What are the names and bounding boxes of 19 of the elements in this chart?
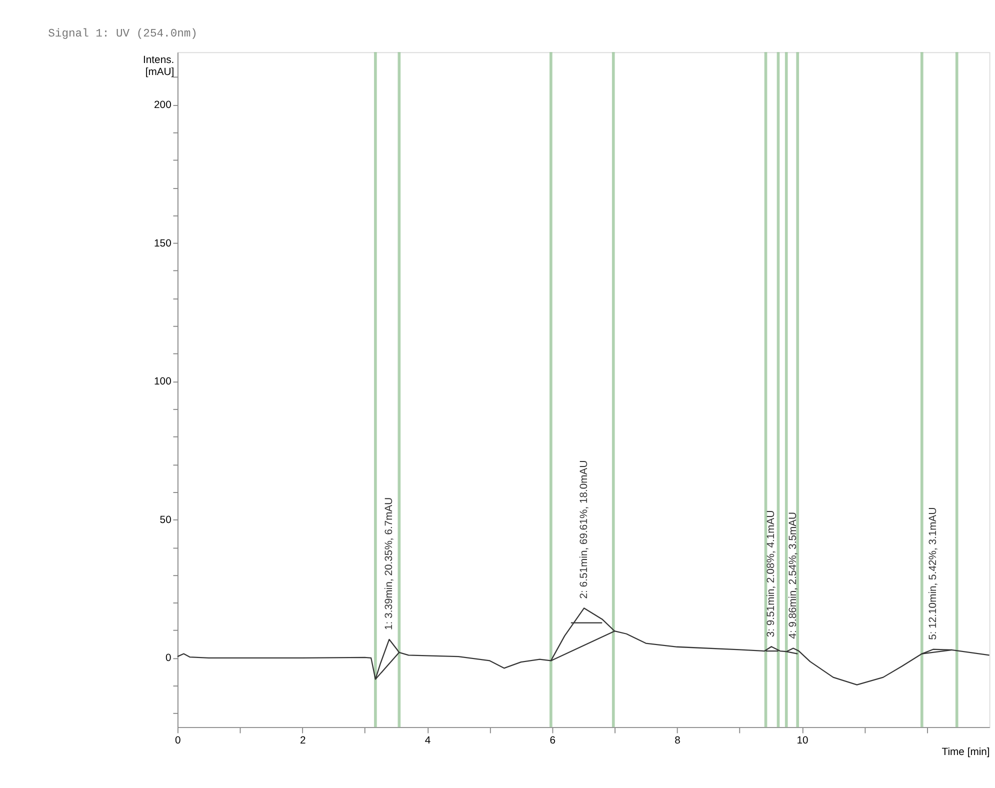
y-axis-title: Intens. [mAU]	[143, 54, 174, 78]
x-tick-label: 0	[175, 736, 182, 747]
y-tick-label: 0	[166, 653, 172, 664]
annotation: 1: 3.39min, 20.35%, 6.7mAU	[384, 497, 396, 630]
y-tick-label: 100	[154, 376, 172, 388]
x-tick-label: 10	[796, 736, 808, 747]
x-tick-label: 2	[300, 736, 306, 747]
annotation: 2: 6.51min, 69.61%, 18.0mAU	[578, 460, 590, 599]
y-tick-label: 200	[154, 100, 172, 111]
x-tick-label: 8	[674, 736, 681, 747]
annotation: 4: 9.86min, 2.54%, 3.5mAU	[788, 512, 800, 639]
annotation: 3: 9.51min, 2.08%, 4.1mAU	[766, 510, 778, 638]
x-tick-label: 6	[550, 736, 556, 747]
chart-title: Signal 1: UV (254.0nm)	[48, 28, 198, 41]
x-axis-title: Time [min]	[942, 746, 990, 758]
x-tick-label: 4	[424, 736, 431, 747]
annotation: 5: 12.10min, 5.42%, 3.1mAU	[928, 507, 939, 640]
y-tick-label: 50	[160, 514, 172, 526]
y-tick-label: 150	[154, 238, 172, 250]
